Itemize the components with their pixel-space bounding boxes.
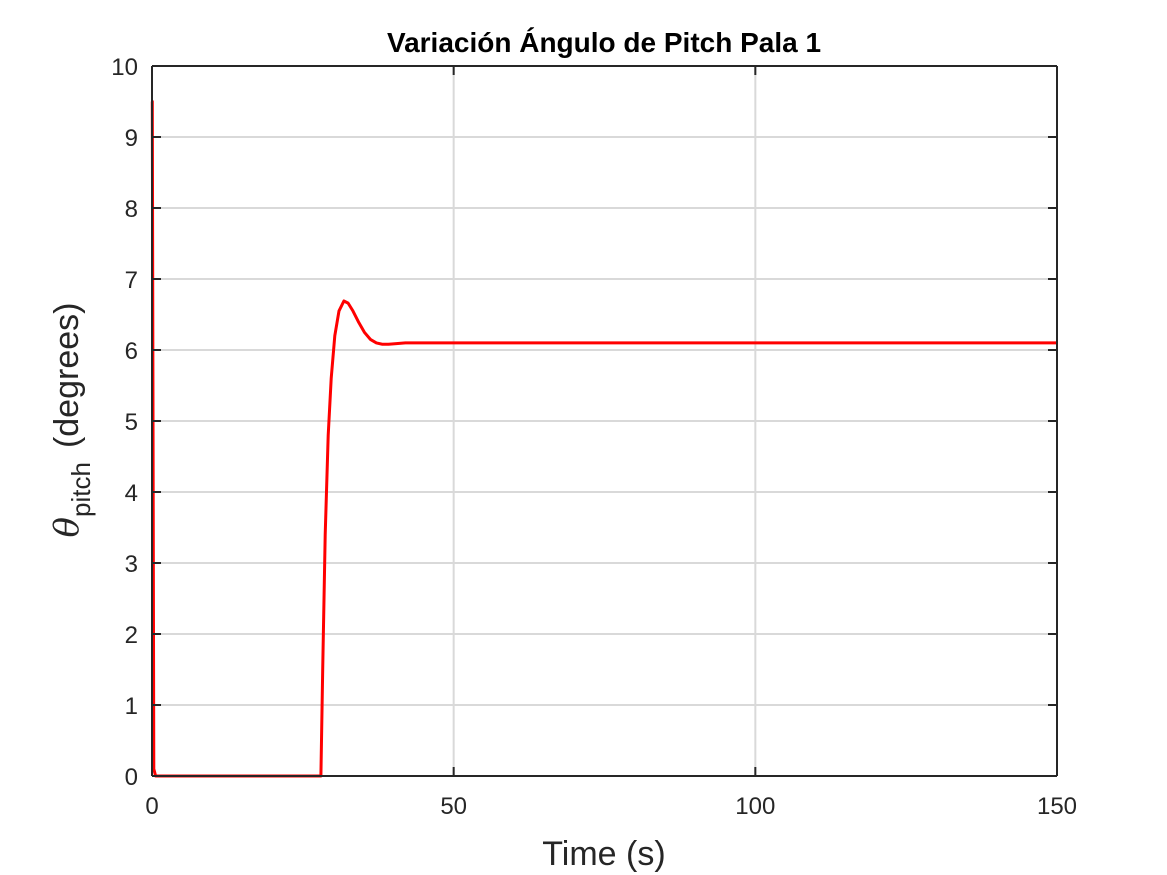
y-tick-labels: 0 1 2 3 4 5 6 7 8 9 10 [111,54,138,791]
series-group [150,100,1057,778]
x-tick-label: 150 [1037,793,1077,820]
x-tick-label: 0 [145,793,158,820]
y-tick-label: 2 [125,622,138,649]
y-tick-label: 8 [125,196,138,223]
y-tick-label: 6 [125,338,138,365]
y-tick-label: 7 [125,267,138,294]
y-tick-label: 1 [125,693,138,720]
y-tick-label: 10 [111,54,138,81]
grid-lines [152,66,1057,776]
y-tick-label: 3 [125,551,138,578]
y-axis-unit: (degrees) [48,303,86,449]
series-line [150,100,1057,778]
y-axis-subscript: pitch [66,462,96,517]
axes [151,65,1058,777]
chart-title: Variación Ángulo de Pitch Pala 1 [387,27,821,58]
y-tick-label: 4 [125,480,138,507]
y-tick-label: 5 [125,409,138,436]
y-axis-symbol: θ [47,517,87,537]
x-tick-label: 50 [440,793,467,820]
x-axis-label: Time (s) [542,835,665,873]
y-tick-label: 9 [125,125,138,152]
x-tick-labels: 0 50 100 150 [145,793,1077,820]
y-axis-label: θpitch (degrees) [47,303,96,538]
x-tick-label: 100 [735,793,775,820]
y-tick-label: 0 [125,764,138,791]
